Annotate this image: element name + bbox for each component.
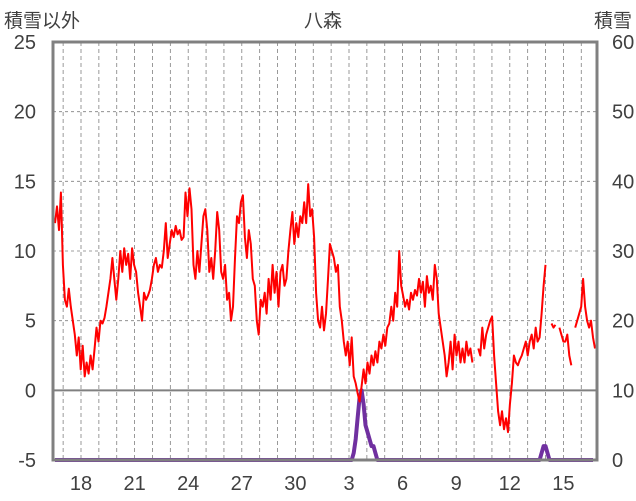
- left-tick-label: 25: [14, 32, 36, 54]
- right-axis-ticks: 60 50 40 30 20 10 0: [612, 32, 634, 472]
- right-tick-label: 30: [612, 241, 634, 263]
- chart-title: 八森: [304, 10, 342, 32]
- x-tick-label: 27: [231, 473, 253, 495]
- x-tick-label: 12: [499, 473, 521, 495]
- x-tick-label: 21: [123, 473, 145, 495]
- right-axis-label: 積雪: [594, 10, 632, 32]
- right-tick-label: 10: [612, 380, 634, 402]
- right-tick-label: 50: [612, 102, 634, 124]
- x-tick-label: 24: [177, 473, 199, 495]
- left-tick-label: 15: [14, 171, 36, 193]
- left-axis-ticks: 25 20 15 10 5 0 -5: [14, 32, 36, 472]
- left-tick-label: 5: [25, 311, 36, 333]
- left-axis-label: 積雪以外: [4, 10, 80, 32]
- plot-frame: [51, 40, 599, 462]
- left-tick-label: 20: [14, 102, 36, 124]
- left-tick-label: 0: [25, 380, 36, 402]
- x-tick-label: 18: [70, 473, 92, 495]
- snow-depth-series: [55, 388, 593, 462]
- x-axis-ticks: 18 21 24 27 30 3 6 9 12 15: [70, 473, 575, 495]
- series-group: [54, 183, 596, 462]
- left-tick-label: 10: [14, 241, 36, 263]
- right-tick-label: 60: [612, 32, 634, 54]
- temperature-line: [54, 183, 596, 434]
- right-tick-label: 0: [612, 450, 623, 472]
- right-tick-label: 20: [612, 311, 634, 333]
- x-tick-label: 3: [343, 473, 354, 495]
- x-tick-label: 30: [284, 473, 306, 495]
- temperature-series: [54, 183, 596, 434]
- right-tick-label: 40: [612, 171, 634, 193]
- grid-lines: [53, 42, 597, 460]
- left-tick-label: -5: [18, 450, 36, 472]
- x-tick-label: 6: [397, 473, 408, 495]
- snow-depth-line: [55, 388, 593, 462]
- x-tick-label: 15: [552, 473, 574, 495]
- x-tick-label: 9: [451, 473, 462, 495]
